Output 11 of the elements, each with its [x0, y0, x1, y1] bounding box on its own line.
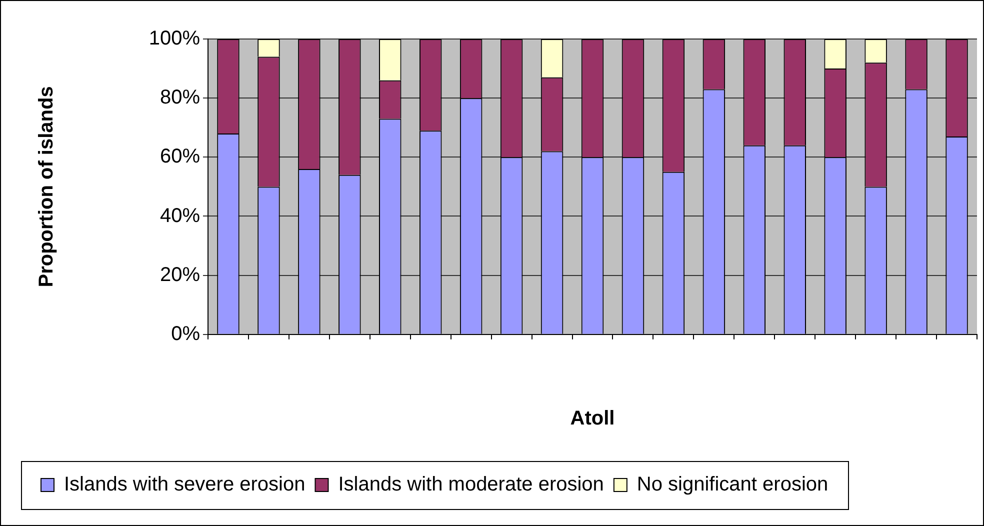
legend-label: No significant erosion [636, 474, 828, 496]
x-axis-title: Atoll [570, 408, 615, 430]
y-tick-label: 40% [160, 204, 200, 227]
y-tick-label: 0% [171, 322, 200, 345]
y-axis-title: Proportion of islands [36, 86, 58, 288]
y-tick-label: 100% [148, 28, 200, 50]
legend-label: Islands with severe erosion [64, 474, 306, 496]
y-tick-label: 60% [160, 146, 200, 168]
y-tick-label: 20% [160, 264, 200, 286]
legend-label: Islands with moderate erosion [338, 474, 604, 496]
y-tick-label: 80% [160, 86, 200, 109]
